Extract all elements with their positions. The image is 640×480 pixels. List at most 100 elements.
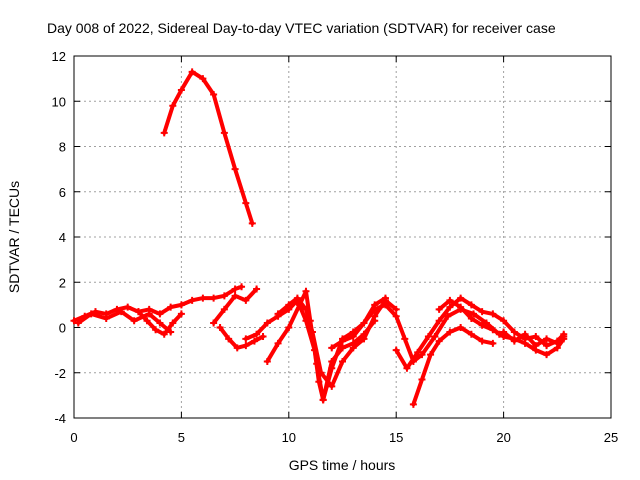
data-point	[457, 303, 465, 311]
data-point	[381, 294, 389, 302]
data-point	[317, 369, 325, 377]
data-point	[160, 330, 168, 338]
x-tick-label: 20	[496, 430, 510, 445]
data-point	[424, 333, 432, 341]
data-point	[210, 90, 218, 98]
data-point	[339, 357, 346, 365]
data-point	[328, 357, 336, 365]
data-point	[302, 305, 310, 313]
data-point	[117, 308, 125, 316]
series-arc-5	[210, 285, 261, 327]
data-point	[169, 319, 177, 327]
data-point	[263, 319, 271, 327]
y-tick-label: 0	[59, 321, 66, 336]
x-tick-label: 0	[70, 430, 77, 445]
x-tick-label: 10	[282, 430, 296, 445]
series-arc-14	[500, 328, 568, 350]
gridlines	[74, 56, 611, 418]
data-point	[145, 310, 153, 318]
x-axis-ticks: 0 5 10 15 20 25	[70, 56, 618, 445]
data-point	[177, 301, 185, 309]
data-point	[328, 382, 336, 390]
x-tick-label: 15	[389, 430, 403, 445]
data-point	[274, 310, 282, 318]
data-point	[242, 199, 250, 207]
data-point	[360, 335, 368, 343]
data-point	[74, 319, 82, 327]
data-point	[478, 321, 486, 329]
data-point	[216, 324, 224, 331]
x-tick-label: 25	[604, 430, 618, 445]
data-point	[371, 301, 379, 309]
data-point	[489, 326, 497, 334]
data-point	[124, 303, 132, 311]
data-point	[102, 314, 110, 322]
data-point	[500, 328, 508, 336]
data-point	[210, 294, 218, 302]
data-point	[543, 351, 551, 359]
data-point	[500, 317, 508, 325]
data-point	[435, 305, 443, 313]
data-point	[543, 342, 551, 350]
data-point	[160, 129, 168, 137]
data-point	[532, 342, 540, 350]
y-tick-label: 2	[59, 275, 66, 290]
data-point	[199, 75, 207, 83]
data-point	[470, 310, 478, 318]
series-arc-12	[409, 324, 497, 408]
data-point	[220, 292, 228, 300]
series-arc-8	[263, 287, 379, 404]
data-point	[308, 328, 316, 336]
data-point	[242, 335, 250, 343]
data-point	[285, 324, 293, 331]
data-point	[478, 308, 486, 316]
series-arc-13	[435, 296, 568, 359]
y-tick-label: 4	[59, 230, 66, 245]
y-tick-label: 6	[59, 185, 66, 200]
chart-title: Day 008 of 2022, Sidereal Day-to-day VTE…	[47, 20, 556, 36]
data-point	[392, 312, 400, 320]
data-point	[210, 319, 218, 327]
data-point	[349, 344, 357, 352]
data-point	[467, 330, 475, 338]
data-point	[274, 339, 282, 347]
data-point	[467, 314, 475, 322]
data-point	[560, 333, 568, 341]
data-point	[489, 339, 497, 347]
y-axis-ticks: -4 -2 0 2 4 6 8 10 12	[52, 49, 611, 426]
data-point	[510, 337, 518, 345]
data-point	[156, 310, 164, 318]
data-point	[242, 342, 250, 350]
data-point	[418, 376, 426, 384]
data-point	[152, 326, 160, 334]
data-point	[457, 324, 465, 331]
data-point	[225, 335, 233, 343]
data-point	[392, 346, 400, 354]
data-point	[553, 339, 561, 347]
data-point	[427, 351, 435, 359]
y-tick-label: -2	[54, 366, 66, 381]
data-point	[467, 301, 475, 309]
data-point	[188, 296, 196, 304]
data-point	[177, 310, 185, 318]
y-tick-label: 10	[52, 94, 66, 109]
data-point	[543, 335, 551, 343]
series-arc-10	[328, 294, 389, 352]
data-point	[253, 330, 261, 338]
data-point	[521, 330, 529, 338]
y-tick-label: 8	[59, 140, 66, 155]
data-point	[418, 351, 426, 359]
data-point	[435, 317, 443, 325]
y-tick-label: 12	[52, 49, 66, 64]
data-point	[339, 337, 346, 345]
data-point	[302, 287, 310, 295]
data-point	[403, 364, 411, 372]
data-point	[371, 312, 379, 320]
data-point	[169, 102, 177, 110]
data-point	[339, 344, 346, 352]
data-point	[392, 305, 400, 313]
series-arc-4	[134, 308, 185, 338]
x-tick-label: 5	[178, 430, 185, 445]
data-point	[220, 305, 228, 313]
